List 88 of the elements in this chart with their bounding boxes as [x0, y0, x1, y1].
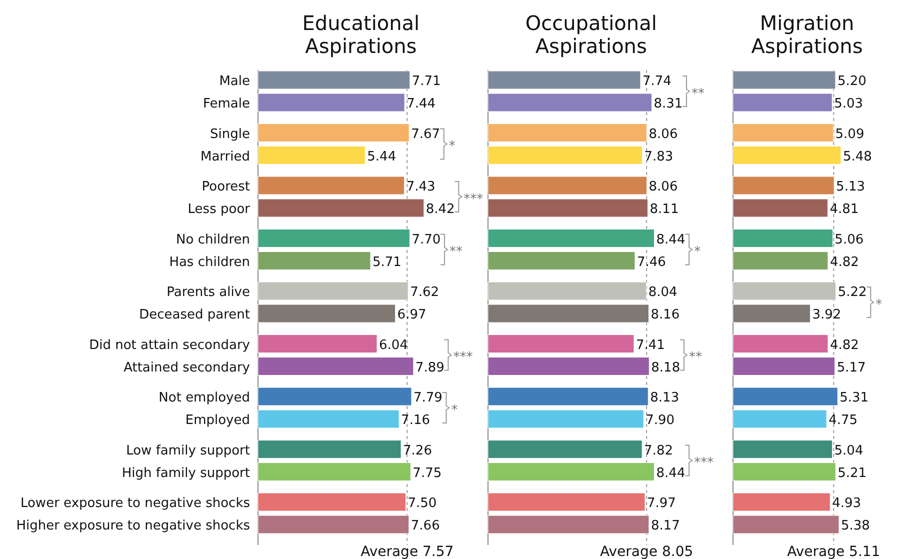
- y-tick-label: Less poor: [188, 202, 251, 217]
- data-label: 3.92: [812, 308, 842, 322]
- data-label: 4.82: [830, 254, 859, 270]
- data-label: 7.44: [406, 96, 436, 112]
- data-label: 7.41: [636, 338, 665, 353]
- data-label: 5.04: [834, 443, 864, 458]
- data-label: 5.09: [835, 126, 864, 142]
- text: *: [451, 402, 458, 418]
- y-tick-label: Parents alive: [166, 285, 250, 300]
- data-label: 8.31: [654, 96, 683, 112]
- y-tick-label: Not employed: [158, 390, 250, 406]
- text: *: [694, 244, 702, 260]
- data-label: 7.75: [412, 466, 442, 481]
- data-label: 8.06: [648, 180, 678, 194]
- ref-line-label: Average 8.05: [600, 544, 694, 559]
- data-label: 7.67: [411, 126, 440, 142]
- text: *: [448, 139, 456, 154]
- data-label: 8.11: [650, 202, 679, 217]
- y-tick-label: Single: [210, 126, 250, 142]
- data-label: 5.22: [838, 285, 867, 300]
- chart-title: Migration Aspirations: [751, 11, 863, 58]
- y-tick-label: Male: [219, 74, 250, 89]
- data-label: 5.31: [840, 390, 869, 406]
- data-label: 5.44: [367, 149, 396, 164]
- y-tick-label: No children: [176, 232, 250, 248]
- data-label: 7.82: [644, 443, 674, 458]
- data-label: 4.75: [828, 413, 858, 428]
- y-tick-label: Has children: [169, 254, 250, 270]
- data-label: 8.06: [648, 126, 678, 142]
- data-label: 6.04: [378, 338, 408, 353]
- text: *: [876, 297, 883, 312]
- data-label: 7.89: [415, 360, 444, 376]
- data-label: 8.44: [656, 466, 686, 481]
- data-label: 4.82: [830, 338, 859, 353]
- data-label: 5.17: [836, 360, 866, 376]
- data-label: 4.93: [832, 496, 862, 511]
- data-label: 8.17: [650, 518, 680, 534]
- text: **: [688, 350, 702, 365]
- y-tick-label: Lower exposure to negative shocks: [20, 496, 250, 511]
- y-tick-label: Female: [202, 96, 250, 112]
- data-label: 8.13: [650, 390, 680, 406]
- data-label: 7.66: [410, 518, 440, 534]
- data-label: 8.16: [650, 308, 680, 322]
- y-tick-label: Married: [200, 149, 250, 164]
- data-label: 7.79: [413, 390, 442, 406]
- y-tick-label: Low family support: [126, 443, 250, 458]
- chart-title: Educational Aspirations: [302, 11, 420, 58]
- data-label: 8.04: [648, 285, 678, 300]
- data-label: 5.21: [838, 466, 867, 481]
- data-label: 7.97: [647, 496, 676, 511]
- data-label: 7.90: [646, 413, 675, 428]
- y-tick-label: Higher exposure to negative shocks: [16, 518, 250, 534]
- y-tick-label: Employed: [185, 413, 250, 428]
- data-label: 5.48: [842, 149, 872, 164]
- data-label: 5.13: [836, 180, 866, 194]
- text: ***: [694, 456, 714, 470]
- y-tick-label: Poorest: [202, 180, 250, 194]
- y-tick-label: Deceased parent: [139, 308, 250, 322]
- data-label: 7.43: [406, 180, 436, 194]
- data-label: 8.44: [656, 232, 686, 248]
- data-label: 5.03: [834, 96, 864, 112]
- data-label: 5.20: [837, 74, 866, 89]
- data-label: 7.70: [412, 232, 441, 248]
- text: ***: [453, 350, 474, 365]
- data-label: 8.18: [651, 360, 680, 376]
- data-label: 6.97: [397, 308, 426, 322]
- data-label: 4.81: [830, 202, 859, 217]
- data-label: 5.71: [372, 254, 402, 270]
- y-tick-label: Attained secondary: [124, 360, 250, 376]
- data-label: 7.71: [412, 74, 441, 89]
- data-label: 7.26: [403, 443, 432, 458]
- text: ***: [464, 192, 484, 207]
- data-label: 7.62: [410, 285, 440, 300]
- data-label: 7.83: [644, 149, 674, 164]
- data-label: 7.46: [636, 254, 666, 270]
- data-label: 7.50: [408, 496, 437, 511]
- data-label: 5.06: [834, 232, 864, 248]
- text: **: [692, 86, 706, 102]
- y-tick-label: High family support: [122, 466, 250, 481]
- chart-title: Occupational Aspirations: [525, 11, 657, 58]
- ref-line-label: Average 5.11: [787, 544, 880, 559]
- data-label: 7.16: [401, 413, 430, 428]
- text: **: [449, 244, 463, 260]
- data-label: 8.42: [426, 202, 455, 217]
- data-label: 5.38: [840, 518, 870, 534]
- y-tick-label: Did not attain secondary: [89, 338, 250, 353]
- ref-line-label: Average 7.57: [360, 544, 454, 559]
- data-label: 7.74: [642, 74, 672, 89]
